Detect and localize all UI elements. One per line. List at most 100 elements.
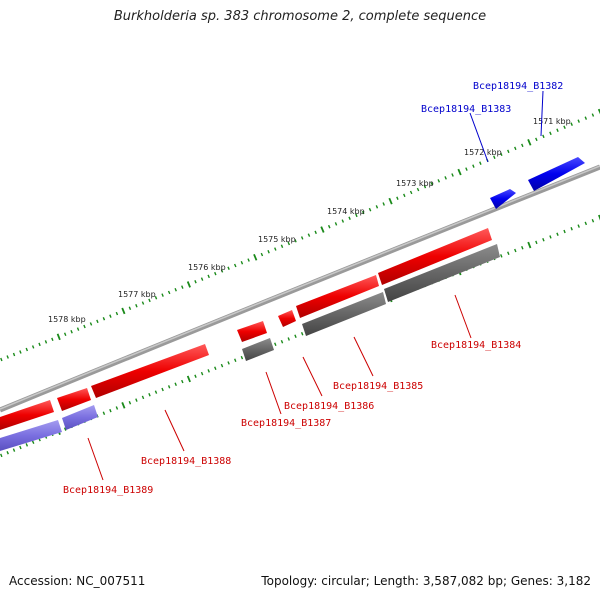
outer-tick-mark bbox=[267, 250, 270, 254]
outer-tick-mark bbox=[128, 306, 132, 311]
gene-label-b1383: Bcep18194_B1383 bbox=[421, 104, 511, 115]
outer-tick-mark bbox=[233, 263, 237, 268]
outer-tick-mark bbox=[549, 131, 552, 136]
inner-tick-mark bbox=[0, 453, 3, 458]
kbp-label-1572: 1572 kbp bbox=[464, 148, 502, 157]
kbp-label-1573: 1573 kbp bbox=[396, 179, 434, 188]
outer-tick-mark bbox=[368, 207, 372, 212]
inner-tick-mark bbox=[549, 235, 552, 239]
inner-tick-mark bbox=[115, 406, 119, 410]
gene-label-b1386: Bcep18194_B1386 bbox=[284, 401, 374, 412]
genes-label: Genes: bbox=[510, 574, 553, 588]
feature-lavender-2[interactable] bbox=[0, 420, 62, 451]
inner-tick-mark bbox=[214, 366, 217, 371]
outer-tick-mark bbox=[334, 222, 338, 226]
gene-label-b1387: Bcep18194_B1387 bbox=[241, 418, 331, 429]
gene-bcep18194-b1388[interactable] bbox=[91, 344, 209, 398]
outer-tick-mark bbox=[597, 108, 600, 115]
topology-label: Topology: bbox=[261, 574, 318, 588]
inner-tick-mark bbox=[577, 224, 580, 228]
outer-tick-mark bbox=[355, 213, 358, 218]
kbp-label-1574: 1574 kbp bbox=[327, 207, 365, 216]
outer-tick-mark bbox=[375, 205, 379, 209]
outer-tick-mark bbox=[6, 355, 9, 359]
outer-tick-mark bbox=[44, 340, 48, 344]
outer-tick-mark bbox=[382, 202, 385, 206]
inner-tick-mark bbox=[500, 254, 503, 258]
kbp-label-1578: 1578 kbp bbox=[48, 315, 86, 324]
gene-bcep18194-b1386[interactable] bbox=[278, 310, 296, 327]
length-label: Length: bbox=[373, 574, 420, 588]
leader-b1388 bbox=[164, 409, 185, 452]
outer-tick-mark bbox=[307, 233, 311, 237]
feature-gray-2[interactable] bbox=[302, 292, 386, 336]
inner-tick-mark bbox=[109, 408, 112, 413]
gene-labels: Bcep18194_B1382 Bcep18194_B1383 Bcep1819… bbox=[63, 81, 563, 496]
kbp-label-1575: 1575 kbp bbox=[258, 235, 296, 244]
inner-tick-mark bbox=[31, 440, 35, 444]
inner-tick-mark bbox=[535, 240, 538, 245]
gene-bcep18194-b1384[interactable] bbox=[378, 228, 492, 285]
outer-tick-mark bbox=[227, 266, 230, 270]
outer-tick-mark bbox=[194, 280, 197, 284]
outer-tick-mark bbox=[327, 224, 331, 229]
inner-tick-mark bbox=[294, 334, 297, 339]
kbp-label-1571: 1571 kbp bbox=[533, 117, 571, 126]
inner-tick-mark bbox=[167, 385, 171, 389]
outer-tick-mark bbox=[570, 122, 573, 126]
feature-lavender-1[interactable] bbox=[62, 405, 98, 430]
outer-tick-mark bbox=[416, 187, 420, 192]
feature-gray-1[interactable] bbox=[384, 244, 500, 302]
feature-gray-3[interactable] bbox=[242, 338, 274, 361]
inner-tick-mark bbox=[161, 387, 164, 392]
outer-tick-mark bbox=[12, 352, 16, 357]
outer-tick-mark bbox=[186, 281, 191, 288]
outer-tick-mark bbox=[444, 176, 447, 180]
chromosome-backbone bbox=[0, 164, 600, 413]
leader-b1389 bbox=[87, 437, 104, 481]
gene-bcep18194-b1385[interactable] bbox=[296, 275, 379, 318]
outer-tick-mark bbox=[396, 196, 399, 200]
lavender-features bbox=[0, 405, 98, 451]
outer-tick-mark bbox=[457, 168, 462, 176]
gene-bcep18194-b1389[interactable] bbox=[57, 388, 91, 411]
gene-label-b1385: Bcep18194_B1385 bbox=[333, 381, 423, 392]
leader-b1384 bbox=[454, 294, 472, 339]
outer-tick-mark bbox=[70, 329, 73, 334]
label-leaders bbox=[87, 90, 544, 481]
outer-tick-mark bbox=[181, 285, 184, 289]
inner-tick-mark bbox=[542, 237, 545, 242]
outer-tick-mark bbox=[38, 342, 41, 347]
gene-bcep18194-b1383[interactable] bbox=[490, 189, 516, 209]
outer-tick-mark bbox=[0, 357, 3, 362]
inner-tick-mark bbox=[174, 382, 177, 386]
outer-tick-mark bbox=[314, 230, 317, 235]
outer-tick-mark bbox=[287, 241, 291, 246]
outer-tick-mark bbox=[247, 258, 250, 262]
outer-tick-mark bbox=[214, 271, 217, 276]
inner-tick-mark bbox=[280, 339, 284, 344]
gene-red-edge[interactable] bbox=[0, 400, 54, 430]
leader-b1383 bbox=[469, 112, 489, 163]
gene-label-b1384: Bcep18194_B1384 bbox=[431, 340, 521, 351]
inner-tick-mark bbox=[240, 355, 244, 360]
outer-tick-mark bbox=[19, 350, 22, 354]
gene-bcep18194-b1387[interactable] bbox=[237, 321, 267, 342]
inner-tick-mark bbox=[300, 331, 304, 336]
genes-value: 3,182 bbox=[556, 574, 591, 588]
outer-tick-mark bbox=[89, 322, 93, 326]
outer-tick-mark bbox=[430, 182, 434, 186]
outer-tick-mark bbox=[253, 253, 258, 261]
outer-tick-mark bbox=[437, 179, 441, 183]
accession-label: Accession: bbox=[9, 574, 73, 588]
inner-tick-mark bbox=[135, 398, 138, 402]
inner-tick-mark bbox=[287, 337, 290, 341]
gene-bcep18194-b1382[interactable] bbox=[528, 157, 585, 191]
outer-tick-mark bbox=[300, 236, 304, 240]
map-title: Burkholderia sp. 383 chromosome 2, compl… bbox=[113, 9, 487, 24]
outer-tick-mark bbox=[542, 134, 545, 139]
inner-tick-mark bbox=[227, 361, 230, 365]
outer-tick-mark bbox=[240, 261, 244, 265]
outer-tick-mark bbox=[479, 161, 482, 165]
